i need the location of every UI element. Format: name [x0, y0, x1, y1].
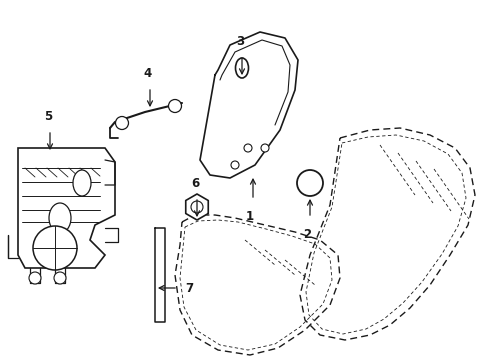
Polygon shape — [155, 228, 164, 322]
Circle shape — [115, 117, 128, 130]
Circle shape — [29, 272, 41, 284]
Ellipse shape — [73, 170, 91, 196]
Circle shape — [33, 226, 77, 270]
Polygon shape — [185, 194, 208, 220]
Text: 5: 5 — [44, 110, 52, 123]
Text: 6: 6 — [190, 177, 199, 190]
Circle shape — [168, 99, 181, 112]
Text: 1: 1 — [245, 210, 254, 223]
Text: 7: 7 — [184, 282, 193, 294]
Ellipse shape — [235, 58, 248, 78]
Circle shape — [244, 144, 251, 152]
Text: 2: 2 — [303, 228, 310, 241]
Text: 3: 3 — [235, 35, 244, 48]
Circle shape — [54, 272, 66, 284]
Circle shape — [191, 201, 203, 213]
Circle shape — [296, 170, 323, 196]
Text: 4: 4 — [143, 67, 152, 80]
Circle shape — [230, 161, 239, 169]
Ellipse shape — [49, 203, 71, 233]
Polygon shape — [18, 148, 115, 268]
Circle shape — [261, 144, 268, 152]
